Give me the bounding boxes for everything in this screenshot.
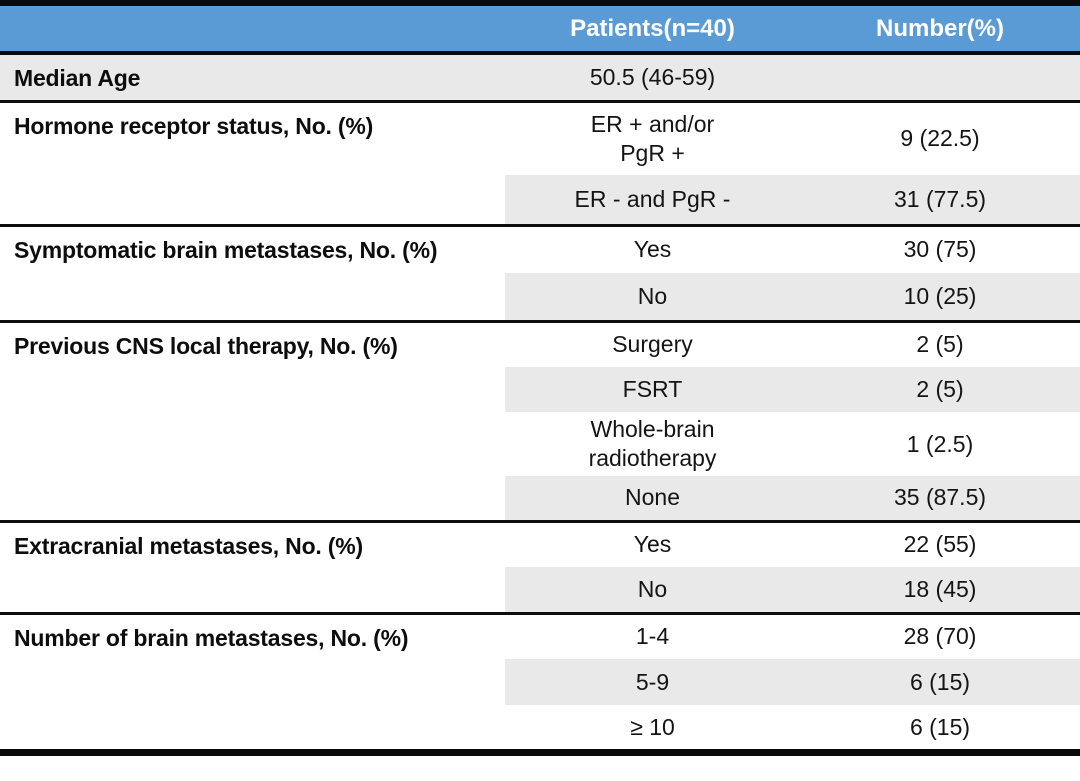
section-label: Hormone receptor status, No. (%) xyxy=(0,99,505,225)
category-cell: ER - and PgR - xyxy=(505,175,800,225)
count-cell: 9 (22.5) xyxy=(800,99,1080,175)
section-label: Median Age xyxy=(0,51,505,101)
category-cell: FSRT xyxy=(505,367,800,412)
table-row: 5-9 6 (15) xyxy=(0,659,1080,705)
count-cell: 31 (77.5) xyxy=(800,175,1080,225)
table-row: Number of brain metastases, No. (%) 1-4 … xyxy=(0,611,1080,749)
count-cell: 6 (15) xyxy=(909,713,971,740)
category-cell: None xyxy=(505,476,800,521)
count-cell: 30 (75) xyxy=(800,223,1080,273)
count-cell: 2 (5) xyxy=(800,367,1080,412)
table-row: No 10 (25) xyxy=(0,273,1080,321)
count-cell: 28 (70) xyxy=(800,611,1080,659)
header-row: Patients(n=40) Number(%) xyxy=(0,6,1080,55)
category-cell: ER + and/or PgR + xyxy=(505,99,800,175)
table-row: FSRT 2 (5) xyxy=(0,367,1080,412)
category-cell: Yes xyxy=(505,519,800,567)
section-label: Extracranial metastases, No. (%) xyxy=(0,519,505,613)
count-cell: 35 (87.5) xyxy=(800,476,1080,521)
header-cell-empty xyxy=(0,6,505,55)
table-row: ER - and PgR - 31 (77.5) xyxy=(0,175,1080,225)
section-label: Previous CNS local therapy, No. (%) xyxy=(0,319,505,521)
count-cell: 10 (25) xyxy=(800,273,1080,321)
table-row: Whole-brain radiotherapy 1 (2.5) xyxy=(0,412,1080,476)
section-label: Symptomatic brain metastases, No. (%) xyxy=(0,223,505,321)
count-cell: 18 (45) xyxy=(800,567,1080,613)
count-cell: 6 (15) xyxy=(800,659,1080,705)
category-cell: No xyxy=(505,273,800,321)
table-row: None 35 (87.5) xyxy=(0,476,1080,521)
characteristics-table: Patients(n=40) Number(%) Median Age 50.5… xyxy=(0,6,1080,749)
category-cell: Yes xyxy=(505,223,800,273)
category-cell: 1-4 xyxy=(505,611,800,659)
section-label: Number of brain metastases, No. (%) xyxy=(0,611,505,749)
header-cell-patients: Patients(n=40) xyxy=(505,6,800,55)
count-cell xyxy=(800,51,1080,101)
table-row: Symptomatic brain metastases, No. (%) Ye… xyxy=(0,223,1080,321)
table-row: Extracranial metastases, No. (%) Yes 22 … xyxy=(0,519,1080,613)
count-cell: 1 (2.5) xyxy=(906,430,974,457)
category-cell: ≥ 10 xyxy=(630,713,675,740)
patient-characteristics-table: Patients(n=40) Number(%) Median Age 50.5… xyxy=(0,0,1080,756)
table-row: Previous CNS local therapy, No. (%) Surg… xyxy=(0,319,1080,521)
category-cell: Surgery xyxy=(505,319,800,367)
table-row: Median Age 50.5 (46-59) xyxy=(0,51,1080,101)
count-cell: 22 (55) xyxy=(800,519,1080,567)
count-cell: 2 (5) xyxy=(800,319,1080,367)
header-cell-number: Number(%) xyxy=(800,6,1080,55)
category-cell: 50.5 (46-59) xyxy=(505,51,800,101)
table-row: No 18 (45) xyxy=(0,567,1080,613)
category-cell: Whole-brain radiotherapy xyxy=(588,416,717,471)
category-cell: 5-9 xyxy=(505,659,800,705)
table-row: Hormone receptor status, No. (%) ER + an… xyxy=(0,99,1080,225)
table-row: ≥ 10 6 (15) xyxy=(0,705,1080,749)
category-cell: No xyxy=(505,567,800,613)
